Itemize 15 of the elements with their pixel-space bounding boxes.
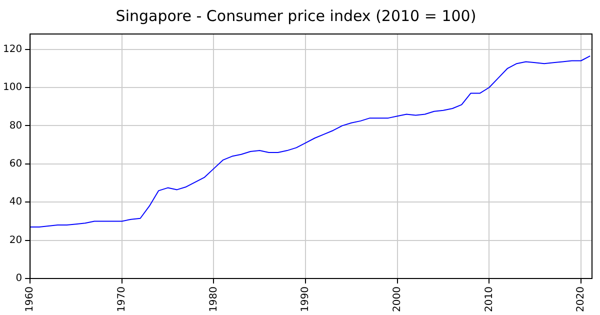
y-tick-label: 80 [9, 120, 22, 132]
x-tick-label: 2010 [484, 286, 495, 312]
y-tick-label: 40 [9, 196, 22, 208]
chart-title: Singapore - Consumer price index (2010 = 100) [116, 6, 476, 25]
y-tick-label: 0 [16, 273, 22, 284]
y-tick-label: 120 [2, 44, 22, 55]
x-tick-label: 2020 [576, 286, 587, 312]
x-tick-label: 1980 [208, 286, 220, 312]
x-tick-label: 1990 [300, 286, 312, 312]
y-tick-label: 100 [2, 82, 22, 94]
y-tick-label: 60 [9, 158, 22, 170]
x-tick-label: 1960 [24, 286, 36, 312]
y-tick-label: 20 [9, 234, 22, 246]
x-tick-label: 1970 [116, 286, 128, 312]
x-tick-label: 2000 [392, 286, 403, 312]
